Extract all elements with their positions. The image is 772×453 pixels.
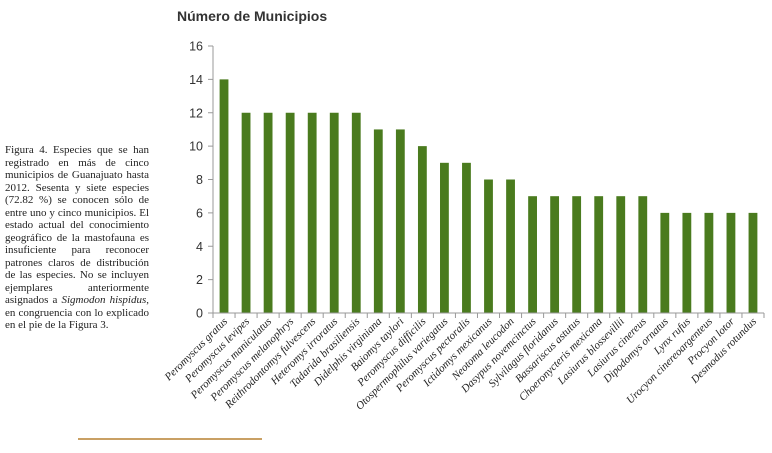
bar bbox=[285, 112, 295, 313]
caption-divider bbox=[78, 438, 262, 440]
bar bbox=[550, 196, 560, 313]
bar bbox=[263, 112, 273, 313]
bar bbox=[682, 212, 692, 313]
bar bbox=[484, 179, 493, 313]
bar bbox=[395, 129, 405, 313]
bar bbox=[594, 196, 604, 313]
bar bbox=[638, 196, 648, 313]
bar bbox=[417, 146, 427, 313]
y-tick-label: 14 bbox=[189, 73, 203, 87]
y-tick-label: 8 bbox=[196, 173, 203, 187]
caption-text: Especies que se han registrado en más de… bbox=[5, 144, 149, 306]
bar bbox=[726, 212, 736, 313]
caption-text-end: , en congruencia con lo explicado en el … bbox=[5, 294, 150, 331]
bar bbox=[373, 129, 383, 313]
bar bbox=[219, 79, 229, 313]
y-tick-label: 0 bbox=[196, 307, 203, 321]
bar bbox=[462, 162, 471, 313]
y-axis: 0 2 4 6 8 10 12 14 16 bbox=[189, 40, 214, 321]
bar bbox=[506, 179, 515, 313]
bar bbox=[440, 162, 449, 313]
y-tick-label: 6 bbox=[196, 206, 203, 220]
y-tick-label: 12 bbox=[189, 106, 203, 120]
y-tick-label: 16 bbox=[189, 40, 203, 54]
bar bbox=[748, 212, 758, 313]
bars bbox=[219, 79, 758, 313]
bar bbox=[329, 112, 339, 313]
chart-title: Número de Municipios bbox=[177, 8, 327, 24]
figure-caption: Figura 4. Especies que se han registrado… bbox=[5, 144, 149, 332]
y-tick-label: 4 bbox=[196, 240, 203, 254]
caption-label: Figura 4. bbox=[5, 144, 48, 156]
bar bbox=[660, 212, 670, 313]
bar bbox=[307, 112, 317, 313]
caption-species: Sigmodon hispidus bbox=[61, 294, 147, 306]
bar bbox=[528, 196, 537, 313]
bar bbox=[351, 112, 361, 313]
bar bbox=[616, 196, 626, 313]
bar bbox=[704, 212, 714, 313]
bar bbox=[241, 112, 251, 313]
bar bbox=[572, 196, 582, 313]
y-tick-label: 10 bbox=[189, 140, 203, 154]
y-tick-label: 2 bbox=[196, 273, 203, 287]
